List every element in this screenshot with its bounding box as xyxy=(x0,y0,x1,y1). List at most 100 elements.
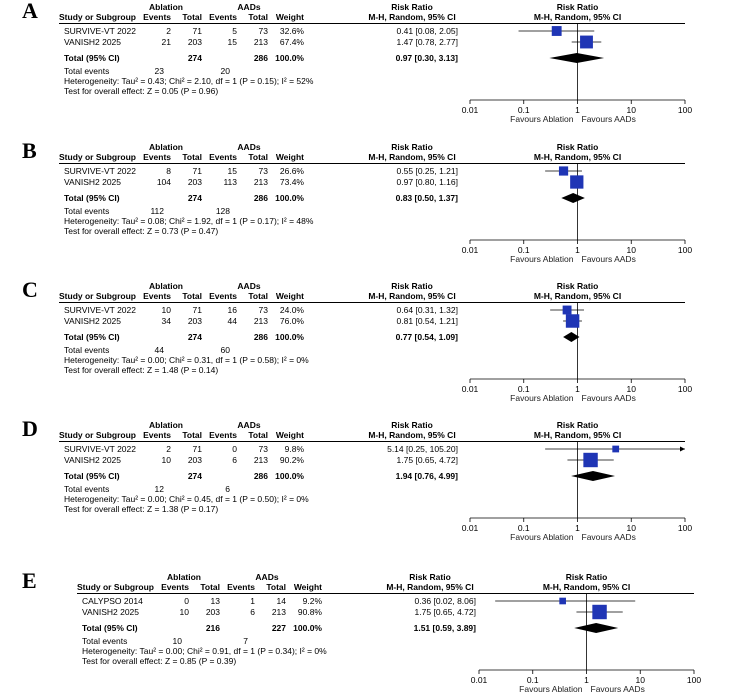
forest-panel-e: E Ablation AADs Risk Ratio Risk Ratio Study o… xyxy=(0,556,735,694)
total-events-label: Total events xyxy=(64,484,110,494)
ablation-total: 203 xyxy=(205,607,220,617)
study-weight-square xyxy=(592,604,607,620)
study-weight: 73.4% xyxy=(279,177,304,187)
x-tick-label: 1 xyxy=(575,245,580,255)
total-weight: 100.0% xyxy=(275,193,304,203)
total-risk-ratio-ci: 0.97 [0.30, 3.13] xyxy=(395,53,458,63)
study-column-header: Study or Subgroup xyxy=(59,152,136,162)
study-risk-ratio-ci: 0.81 [0.54, 1.21] xyxy=(396,316,458,326)
pooled-estimate-diamond xyxy=(574,623,619,633)
ablation-total-n: 274 xyxy=(187,471,202,481)
ablation-total-events: 44 xyxy=(154,345,164,355)
ablation-group-header: Ablation xyxy=(149,281,183,291)
pooled-estimate-diamond xyxy=(563,332,580,342)
ablation-events-header: Events xyxy=(143,291,171,301)
aads-total: 213 xyxy=(253,37,268,47)
study-name: VANISH2 2025 xyxy=(82,607,140,617)
risk-ratio-header: Risk Ratio xyxy=(391,420,433,430)
study-column-header: Study or Subgroup xyxy=(77,582,154,592)
study-weight-square xyxy=(551,26,562,36)
aads-total-events: 20 xyxy=(220,66,230,76)
aads-total-events: 6 xyxy=(225,484,230,494)
total-risk-ratio-ci: 0.83 [0.50, 1.37] xyxy=(395,193,458,203)
header-rule xyxy=(59,163,685,164)
study-name: SURVIVE-VT 2022 xyxy=(64,305,136,315)
aads-total: 213 xyxy=(271,607,286,617)
study-name: VANISH2 2025 xyxy=(64,37,122,47)
panel-label: C xyxy=(22,277,38,302)
weight-header: Weight xyxy=(275,291,304,301)
aads-group-header: AADs xyxy=(255,572,279,582)
x-tick-label: 100 xyxy=(678,105,692,115)
ablation-total-events: 12 xyxy=(154,484,164,494)
aads-events: 15 xyxy=(227,166,237,176)
total-weight: 100.0% xyxy=(293,623,322,633)
study-weight: 32.6% xyxy=(279,26,304,36)
forest-panel-b: B Ablation AADs Risk Ratio Risk Ratio Study o… xyxy=(0,138,735,278)
heterogeneity-text: Heterogeneity: Tau² = 0.43; Chi² = 2.10,… xyxy=(64,76,314,86)
ablation-events: 8 xyxy=(166,166,171,176)
study-name: SURVIVE-VT 2022 xyxy=(64,26,136,36)
study-column-header: Study or Subgroup xyxy=(59,12,136,22)
study-weight: 24.0% xyxy=(279,305,304,315)
total-ci-label: Total (95% CI) xyxy=(82,623,138,633)
study-risk-ratio-ci: 0.41 [0.08, 2.05] xyxy=(396,26,458,36)
study-name: SURVIVE-VT 2022 xyxy=(64,444,136,454)
weight-header: Weight xyxy=(293,582,322,592)
panel-label: D xyxy=(22,416,38,441)
x-tick-label: 0.01 xyxy=(462,245,479,255)
study-weight: 9.2% xyxy=(302,596,322,606)
aads-total-events: 60 xyxy=(220,345,230,355)
pooled-estimate-diamond xyxy=(549,53,605,63)
aads-total-header: Total xyxy=(266,582,286,592)
panel-label: E xyxy=(22,568,37,593)
ablation-total-header: Total xyxy=(182,430,202,440)
weight-header: Weight xyxy=(275,12,304,22)
total-risk-ratio-ci: 1.51 [0.59, 3.89] xyxy=(413,623,476,633)
aads-total: 213 xyxy=(253,177,268,187)
aads-events: 0 xyxy=(232,444,237,454)
rr-method-plot-header: M-H, Random, 95% CI xyxy=(533,152,622,162)
aads-events-header: Events xyxy=(209,430,237,440)
study-risk-ratio-ci: 0.36 [0.02, 8.06] xyxy=(414,596,476,606)
study-weight: 90.8% xyxy=(297,607,322,617)
forest-plot-a: 0.01 0.1 1 10 100 Favours Ablation Favours AAD… xyxy=(462,24,692,124)
ablation-total: 203 xyxy=(187,37,202,47)
aads-total-header: Total xyxy=(248,152,268,162)
ablation-total-n: 274 xyxy=(187,193,202,203)
x-tick-label: 1 xyxy=(575,523,580,533)
total-events-label: Total events xyxy=(64,206,110,216)
study-risk-ratio-ci: 1.75 [0.65, 4.72] xyxy=(396,455,458,465)
total-events-label: Total events xyxy=(64,66,110,76)
overall-effect-text: Test for overall effect: Z = 0.05 (P = 0… xyxy=(64,86,219,96)
rr-method-plot-header: M-H, Random, 95% CI xyxy=(533,430,622,440)
risk-ratio-plot-header: Risk Ratio xyxy=(556,281,599,291)
study-weight-square xyxy=(562,305,572,315)
forest-panel-c: C Ablation AADs Risk Ratio Risk Ratio Study o… xyxy=(0,277,735,417)
favours-ablation-label: Favours Ablation xyxy=(510,114,574,124)
ablation-total-n: 274 xyxy=(187,332,202,342)
x-tick-label: 1 xyxy=(584,675,589,685)
aads-group-header: AADs xyxy=(237,2,261,12)
total-ci-label: Total (95% CI) xyxy=(64,193,120,203)
rr-method-plot-header: M-H, Random, 95% CI xyxy=(533,12,622,22)
x-tick-label: 1 xyxy=(575,384,580,394)
study-weight: 26.6% xyxy=(279,166,304,176)
study-risk-ratio-ci: 1.75 [0.65, 4.72] xyxy=(414,607,476,617)
aads-total-header: Total xyxy=(248,291,268,301)
study-risk-ratio-ci: 0.55 [0.25, 1.21] xyxy=(396,166,458,176)
header-rule xyxy=(59,23,685,24)
aads-group-header: AADs xyxy=(237,142,261,152)
study-weight-square xyxy=(580,35,593,49)
forest-panel-a: A Ablation AADs Risk Ratio Risk Ratio Study o… xyxy=(0,0,735,138)
aads-group-header: AADs xyxy=(237,281,261,291)
forest-plot-d: 0.01 0.1 1 10 100 Favours Ablation Favours AAD… xyxy=(462,442,692,542)
study-column-header: Study or Subgroup xyxy=(59,291,136,301)
favours-aads-label: Favours AADs xyxy=(582,114,636,124)
overall-effect-text: Test for overall effect: Z = 1.38 (P = 0… xyxy=(64,504,219,514)
x-tick-label: 0.01 xyxy=(462,523,479,533)
weight-header: Weight xyxy=(275,152,304,162)
ablation-events: 34 xyxy=(161,316,171,326)
x-tick-label: 0.1 xyxy=(518,245,530,255)
pooled-estimate-diamond xyxy=(561,193,585,203)
